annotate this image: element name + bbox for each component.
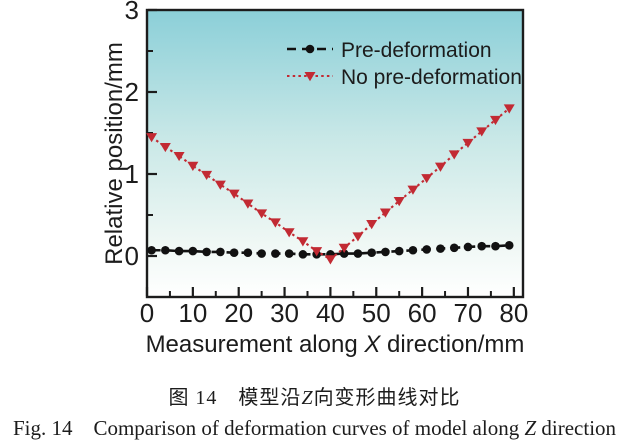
data-point-triangle [187,161,199,171]
data-point-circle [449,243,459,253]
data-point-triangle [366,220,378,230]
data-point-triangle [434,162,446,172]
legend-item: Pre-deformation [287,39,492,62]
data-point-circle [257,249,266,258]
y-axis-title: Relative position/mm [101,42,128,265]
data-point-triangle [146,133,158,143]
x-tick-label: 50 [362,298,391,328]
data-point-circle [422,245,432,254]
data-point-triangle [352,232,364,242]
data-point-circle [202,247,211,257]
caption-zh-pre: 图 14 模型沿 [168,387,302,409]
caption-zh-post: 向变形曲线对比 [313,387,461,409]
data-point-circle [298,250,308,259]
series-pre-deformation [147,241,514,259]
data-point-circle [284,249,294,258]
legend-label: No pre-deformation [341,66,522,89]
data-point-triangle [201,170,213,181]
data-point-triangle [462,138,474,149]
data-point-circle [188,246,198,256]
legend-item: No pre-deformation [287,66,522,89]
data-point-triangle [297,237,309,247]
caption-en-pre: Fig. 14 Comparison of deformation curves… [12,416,525,440]
data-point-circle [367,248,376,258]
data-point-triangle [242,199,254,209]
data-point-triangle [269,218,281,228]
caption-en: Fig. 14 Comparison of deformation curves… [0,412,629,442]
x-axis-title: Measurement along X direction/mm [146,331,525,358]
data-point-triangle [393,197,405,207]
caption-en-italic: Z [524,416,537,440]
data-point-triangle [503,104,515,114]
data-point-circle [491,241,500,251]
deformation-chart: 0 10 20 30 40 50 60 70 80 0 1 2 3 Measurement along X… [101,0,528,358]
data-point-circle [243,248,253,258]
data-point-triangle [476,127,488,137]
y-tick-label: 1 [125,159,139,189]
data-point-circle [174,246,184,256]
data-point-triangle [489,115,501,126]
series-no-pre-deformation [146,104,515,265]
caption-en-post: direction [536,416,617,440]
data-point-triangle [228,189,240,199]
data-point-circle [216,247,225,257]
data-point-circle [305,44,315,54]
x-tick-label: 30 [270,298,299,328]
legend-label: Pre-deformation [341,39,492,62]
data-point-circle [381,247,390,257]
caption-zh-italic: Z [301,387,314,409]
data-point-triangle [283,228,295,238]
y-tick-label: 0 [125,241,139,271]
data-point-circle [463,242,473,252]
data-point-triangle [159,142,171,153]
data-point-circle [353,249,363,258]
data-point-triangle [324,255,336,265]
x-tick-label: 70 [454,298,483,328]
data-point-triangle [407,185,419,195]
data-point-circle [339,249,349,258]
data-point-triangle [256,209,268,219]
x-tick-label: 0 [140,298,154,328]
data-point-circle [436,244,445,253]
x-tick-label: 40 [316,298,345,328]
data-point-triangle [311,247,323,257]
x-tick-label: 10 [178,298,207,328]
data-point-triangle [379,208,391,218]
caption-zh: 图 14 模型沿Z向变形曲线对比 [0,381,629,410]
x-tick-label: 60 [408,298,437,328]
x-tick-label: 80 [499,298,528,328]
data-point-circle [477,241,487,251]
data-point-triangle [173,151,185,162]
data-point-triangle [338,243,350,253]
y-tick-label: 2 [125,77,139,107]
data-point-circle [147,245,156,255]
data-point-circle [394,246,404,256]
data-point-circle [504,241,514,250]
data-point-triangle [214,180,226,190]
data-point-circle [271,249,280,258]
data-point-triangle [421,174,433,184]
data-point-circle [408,245,418,255]
data-point-circle [229,248,239,258]
x-tick-label: 20 [224,298,253,328]
data-point-triangle [304,72,316,82]
data-point-circle [161,245,170,255]
y-tick-label: 3 [125,0,139,25]
data-point-triangle [448,150,460,160]
